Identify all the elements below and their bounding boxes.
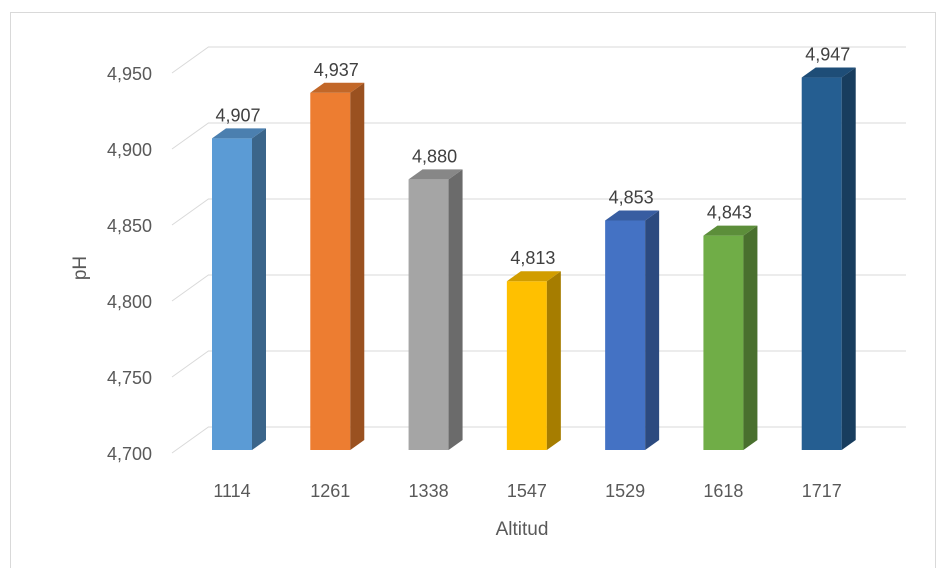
- y-tick-labels: 4,700 4,750 4,800 4,850 4,900 4,950: [107, 64, 152, 464]
- y-axis-title: pH: [70, 256, 91, 280]
- bar: [310, 82, 365, 450]
- gridline: [171, 198, 906, 226]
- bar: [801, 67, 856, 450]
- y-tick-label: 4,900: [107, 140, 152, 160]
- data-label: 4,843: [707, 203, 752, 223]
- y-tick-label: 4,700: [107, 444, 152, 464]
- x-tick-label: 1529: [605, 481, 645, 501]
- bar: [506, 271, 561, 450]
- x-tick-labels: 1114 1261 1338 1547 1529 1618 1717: [213, 481, 841, 501]
- x-tick-label: 1114: [213, 481, 250, 501]
- gridline: [171, 350, 906, 378]
- bar: [605, 210, 660, 450]
- y-tick-label: 4,950: [107, 64, 152, 84]
- y-tick-label: 4,850: [107, 216, 152, 236]
- data-label: 4,937: [314, 60, 359, 80]
- data-label: 4,813: [510, 248, 555, 268]
- x-tick-label: 1717: [802, 481, 842, 501]
- y-tick-label: 4,750: [107, 368, 152, 388]
- chart-frame: [10, 12, 936, 568]
- x-axis-title: Altitud: [496, 519, 549, 540]
- gridline: [171, 274, 906, 302]
- data-label: 4,947: [805, 45, 850, 65]
- bar: [703, 225, 758, 450]
- data-label: 4,907: [215, 105, 260, 125]
- x-tick-label: 1261: [310, 481, 350, 501]
- data-labels: 4,907 4,937 4,880 4,813 4,853 4,843 4,947: [215, 45, 850, 269]
- gridline: [171, 426, 906, 454]
- gridlines: [171, 46, 906, 454]
- y-tick-label: 4,800: [107, 292, 152, 312]
- x-tick-label: 1338: [409, 481, 449, 501]
- x-tick-label: 1547: [507, 481, 547, 501]
- data-label: 4,853: [609, 187, 654, 207]
- gridline: [171, 46, 906, 74]
- x-tick-label: 1618: [703, 481, 743, 501]
- bars: [212, 67, 856, 451]
- bar: [408, 169, 463, 450]
- bar: [212, 128, 266, 451]
- gridline: [171, 122, 906, 150]
- data-label: 4,880: [412, 146, 457, 166]
